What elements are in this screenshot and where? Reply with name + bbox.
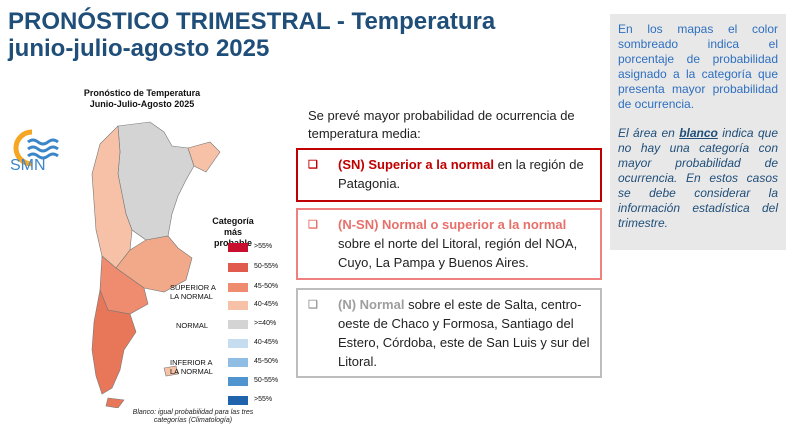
map-title-line-1: Pronóstico de Temperatura: [83, 88, 201, 98]
forecast-intro: Se prevé mayor probabilidad de ocurrenci…: [308, 108, 575, 141]
checkbox-icon: ❑: [308, 299, 318, 311]
map-region-buenos-aires: [115, 235, 193, 293]
legend-label: >55%: [254, 396, 273, 403]
info-note-suffix: indica que no hay una categoría con mayo…: [618, 126, 778, 230]
legend-label: 50-55%: [254, 263, 279, 270]
legend-swatch: [228, 377, 248, 386]
map-note-line-1: Blanco: igual probabilidad para las tres: [132, 409, 254, 416]
forecast-map: [91, 121, 221, 408]
legend-group-below: INFERIOR A LA NORMAL: [170, 358, 213, 376]
forecast-item-text: (N-SN) Normal o superior a la normal sob…: [338, 215, 592, 272]
legend-label: 50-55%: [254, 377, 279, 384]
map-region-litoral-norte: [187, 141, 221, 173]
forecast-category: (N-SN) Normal o superior a la normal: [338, 217, 567, 232]
forecast-item-sn: ❑ (SN) Superior a la normal en la región…: [296, 148, 602, 202]
checkbox-icon: ❑: [308, 159, 318, 171]
forecast-category: (N) Normal: [338, 297, 405, 312]
info-note: El área en blanco indica que no hay una …: [618, 126, 778, 231]
map-region-noa-cuyo: [91, 125, 133, 269]
info-note-emphasis: blanco: [679, 126, 718, 140]
legend-swatch: [228, 358, 248, 367]
checkbox-icon: ❑: [308, 219, 318, 231]
legend-group-above: SUPERIOR A LA NORMAL: [170, 283, 216, 301]
legend-label: >55%: [254, 243, 273, 250]
title-line-1: PRONÓSTICO TRIMESTRAL - Temperatura: [8, 8, 496, 35]
legend-group-normal: NORMAL: [176, 321, 209, 330]
forecast-item-text: (N) Normal sobre el este de Salta, centr…: [338, 295, 592, 371]
map-note-line-2: categorías (Climatología): [153, 417, 233, 424]
legend-swatch: [228, 283, 248, 292]
legend-swatch: [228, 243, 248, 252]
legend-label: 40-45%: [254, 339, 279, 346]
map-title: Pronóstico de Temperatura Junio-Julio-Ag…: [62, 88, 222, 110]
legend-label: 40-45%: [254, 301, 279, 308]
forecast-description: sobre el este de Salta, centro-oeste de …: [338, 297, 590, 369]
info-paragraph: En los mapas el color sombreado indica e…: [618, 22, 778, 111]
info-note-prefix: El área en: [618, 126, 680, 140]
map-region-tierra-del-fuego: [105, 397, 125, 408]
legend-label: 45-50%: [254, 283, 279, 290]
legend-label: 45-50%: [254, 358, 279, 365]
map-title-line-2: Junio-Julio-Agosto 2025: [89, 99, 195, 109]
map-region-malvinas: [163, 365, 179, 377]
info-box: En los mapas el color sombreado indica e…: [610, 14, 786, 250]
forecast-item-text: (SN) Superior a la normal en la región d…: [338, 155, 592, 193]
smn-logo-icon: [13, 129, 59, 167]
logo-text: SMN: [10, 157, 46, 174]
forecast-description: sobre el norte del Litoral, región del N…: [338, 236, 578, 270]
forecast-item-n-sn: ❑ (N-SN) Normal o superior a la normal s…: [296, 208, 602, 280]
legend-title-line-1: Categoría más: [212, 216, 254, 237]
page-title: PRONÓSTICO TRIMESTRAL - Temperatura juni…: [8, 8, 495, 62]
map-region-patagonia-sur: [91, 288, 137, 395]
legend-swatch: [228, 301, 248, 310]
forecast-item-n: ❑ (N) Normal sobre el este de Salta, cen…: [296, 288, 602, 378]
forecast-category: (SN) Superior a la normal: [338, 157, 495, 172]
legend-swatch: [228, 396, 248, 405]
legend-swatch: [228, 339, 248, 348]
legend-label: >=40%: [254, 320, 277, 327]
legend-swatch: [228, 263, 248, 272]
title-line-2: junio-julio-agosto 2025: [8, 35, 270, 62]
map-note: Blanco: igual probabilidad para las tres…: [128, 409, 258, 425]
forecast-description: en la región de Patagonia.: [338, 157, 584, 191]
legend-swatch: [228, 320, 248, 329]
